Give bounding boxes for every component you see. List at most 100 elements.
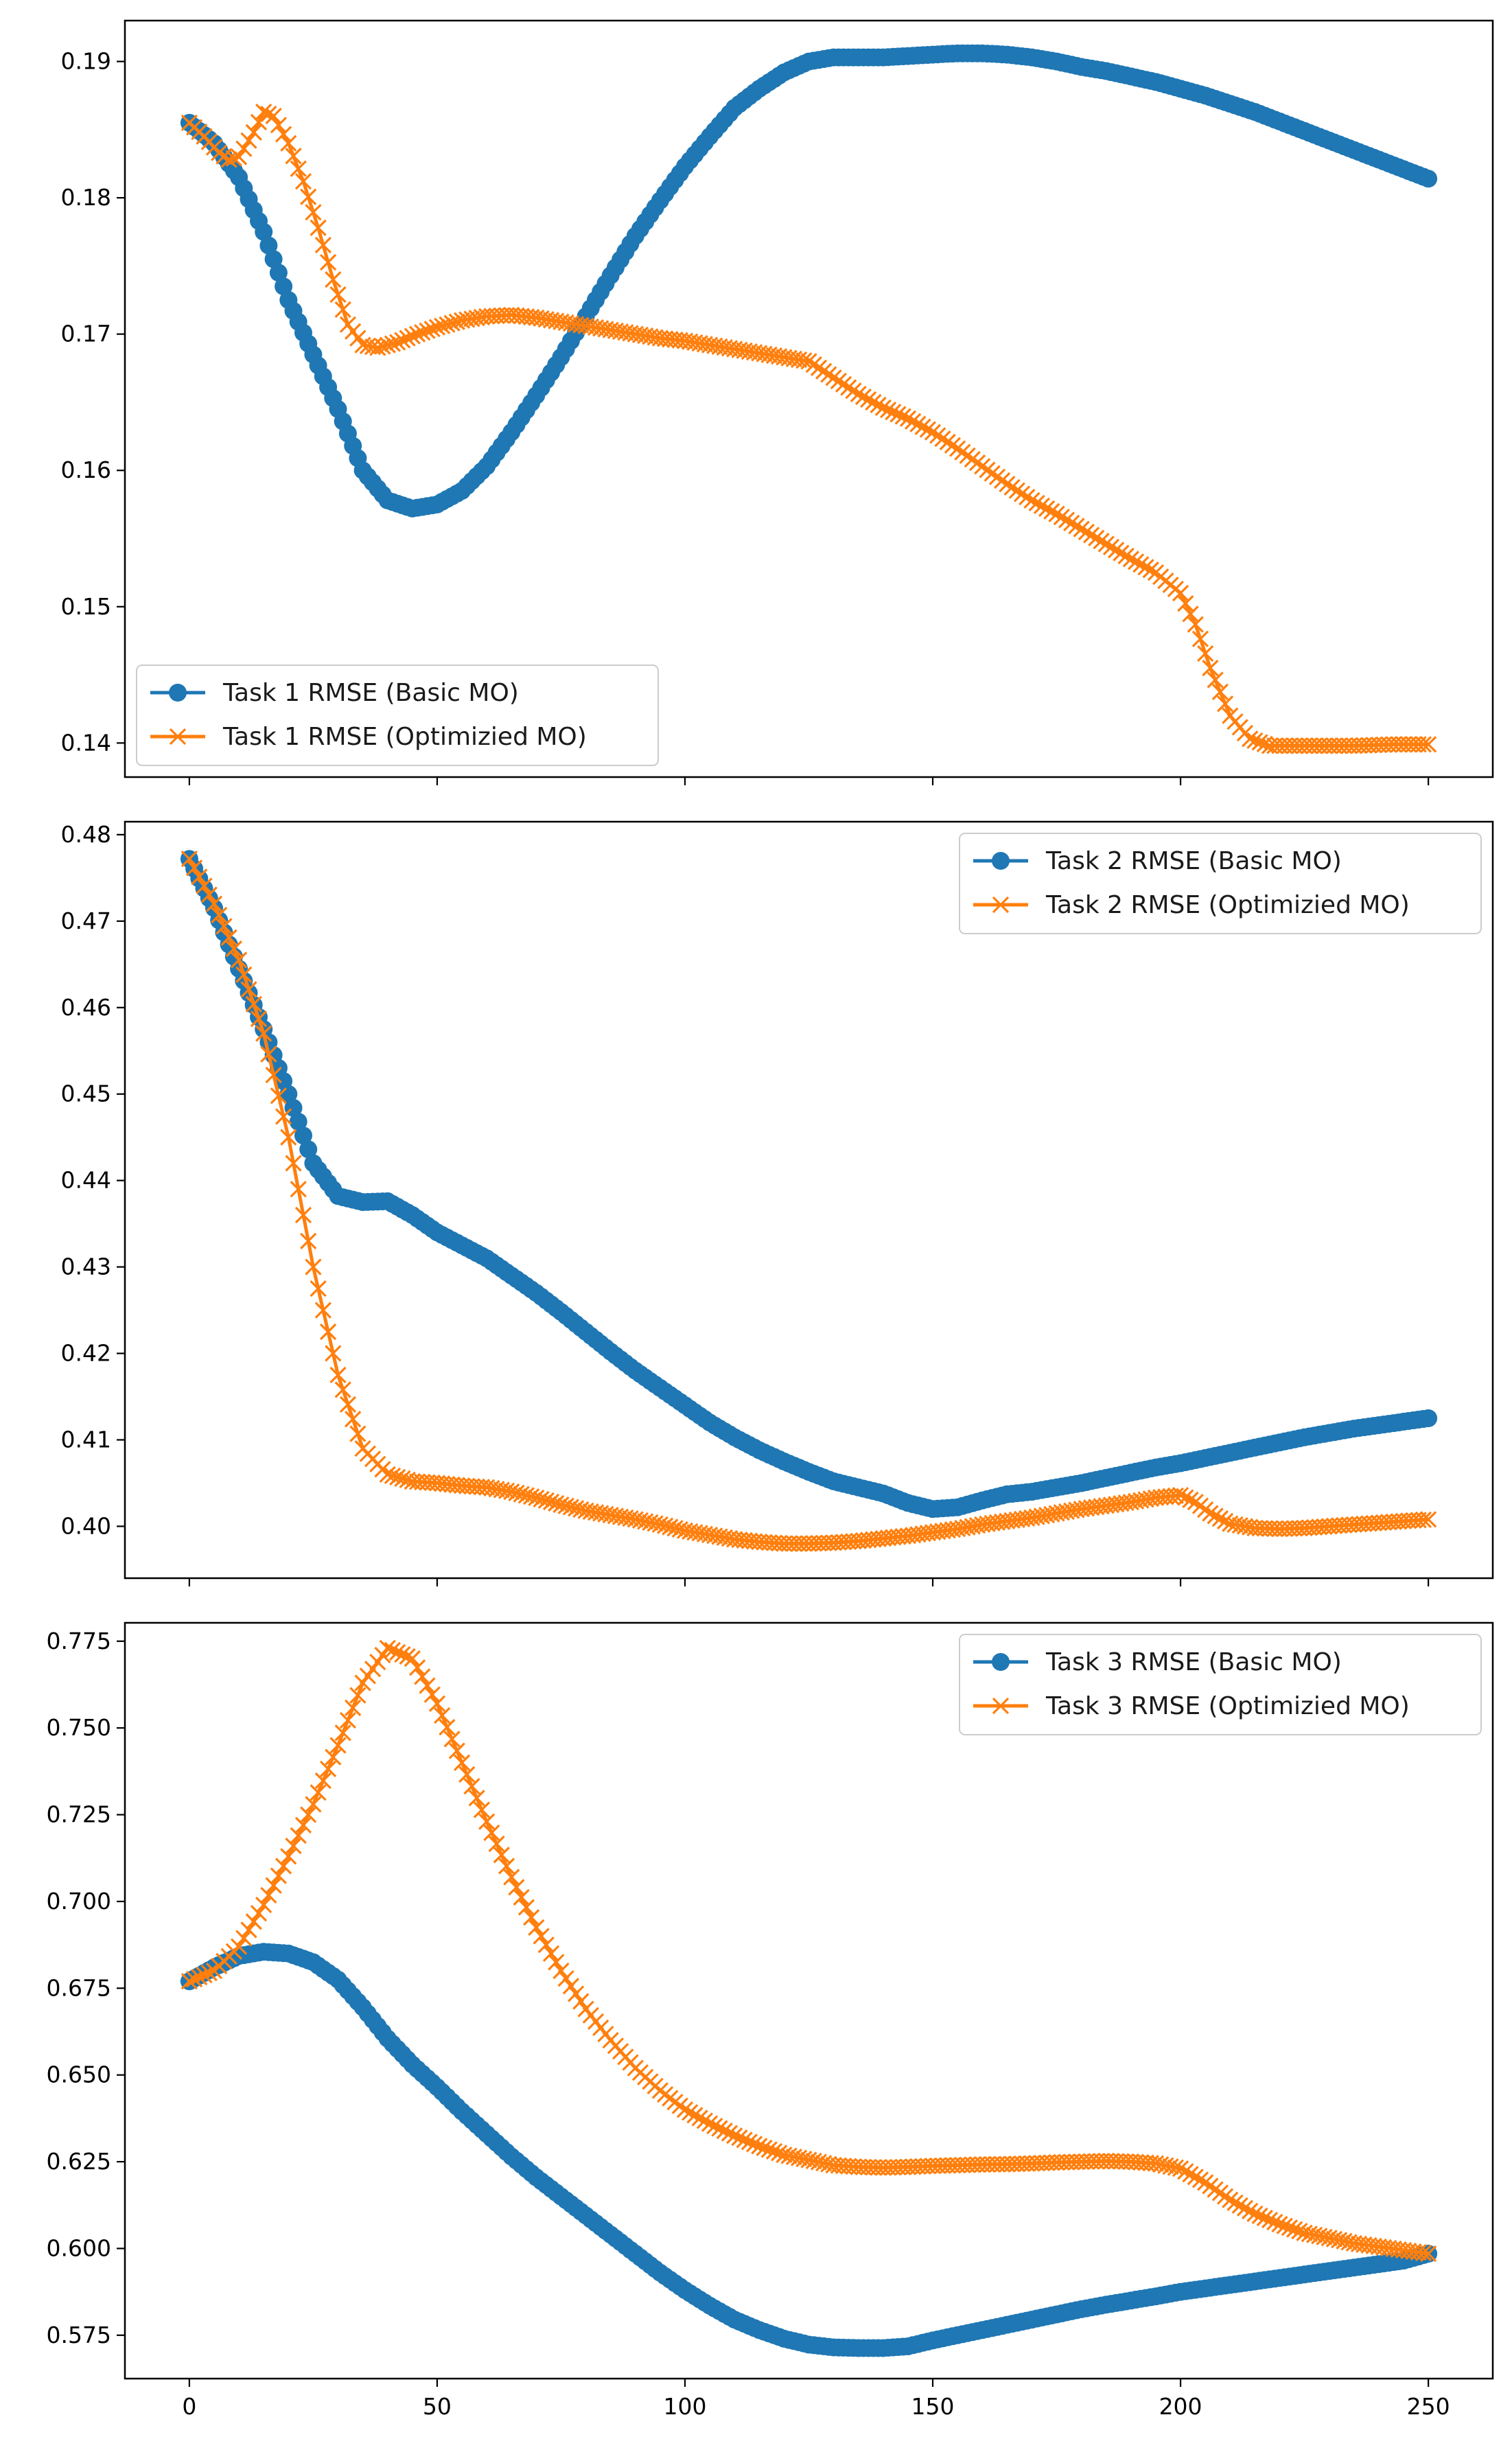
data-point (1419, 1511, 1437, 1528)
data-point (553, 1496, 570, 1514)
data-point (805, 2152, 822, 2170)
y-tick-label: 0.40 (61, 1512, 111, 1539)
data-point (830, 372, 847, 390)
data-point (453, 1754, 471, 1771)
data-point (310, 1280, 327, 1297)
data-point (270, 1867, 287, 1884)
data-point (682, 2104, 699, 2121)
data-point (622, 1510, 639, 1527)
data-point (334, 301, 351, 319)
data-point (1187, 616, 1204, 633)
data-point (285, 1837, 302, 1855)
data-point (463, 1777, 480, 1795)
data-point (914, 418, 931, 435)
legend-label: Task 1 RMSE (Optimizied MO) (222, 723, 587, 751)
data-point (434, 1707, 451, 1724)
data-point (235, 140, 253, 157)
data-point (305, 1258, 322, 1275)
data-point (1003, 478, 1021, 496)
data-point (211, 906, 228, 924)
data-point (290, 160, 307, 177)
data-point (870, 396, 887, 414)
data-point (795, 2150, 813, 2168)
data-point (255, 222, 273, 241)
y-tick-label: 0.650 (47, 2061, 111, 2088)
data-point (810, 2153, 828, 2171)
data-point (185, 859, 203, 877)
data-point (508, 1484, 525, 1501)
data-point (676, 1522, 694, 1539)
data-point (1316, 2228, 1333, 2245)
data-point (280, 1129, 297, 1146)
data-point (999, 475, 1016, 493)
data-point (1222, 1515, 1239, 1532)
data-point (637, 1513, 654, 1530)
data-point (771, 2145, 788, 2162)
data-point (850, 385, 867, 403)
data-point (944, 437, 962, 454)
data-point (548, 1494, 565, 1512)
data-point (220, 151, 237, 168)
data-point (602, 1506, 619, 1524)
data-point (250, 1010, 268, 1028)
data-point (582, 1503, 599, 1521)
y-tick-label: 0.775 (47, 1628, 111, 1654)
y-tick-label: 0.19 (61, 48, 111, 75)
data-point (567, 1985, 585, 2002)
data-point (394, 1470, 411, 1488)
data-point (1167, 2159, 1184, 2176)
data-point (508, 1879, 525, 1896)
data-point (408, 325, 426, 343)
data-point (1063, 1502, 1080, 1519)
data-point (1222, 2191, 1239, 2208)
data-point (389, 1468, 406, 1486)
data-point (225, 940, 242, 958)
data-point (716, 2122, 733, 2140)
data-point (280, 135, 297, 152)
data-point (374, 1646, 391, 1664)
data-point (736, 2131, 753, 2149)
data-point (1251, 734, 1268, 751)
subplot-3: 0.575 0.600 0.625 0.650 0.675 0.700 0.725 0.750… (47, 1621, 1494, 2420)
data-point (885, 404, 902, 421)
data-point (414, 1668, 431, 1685)
data-point (314, 1302, 332, 1319)
data-point (1251, 2207, 1268, 2225)
y-tick-label: 0.47 (61, 908, 111, 934)
data-point (1058, 1503, 1075, 1521)
data-point (642, 1514, 659, 1532)
data-point (379, 1466, 396, 1483)
data-point (1266, 2213, 1283, 2231)
data-point (557, 1497, 574, 1514)
data-point (1415, 1511, 1432, 1528)
data-point (1291, 2223, 1308, 2240)
data-point (1242, 730, 1259, 748)
data-point (1033, 497, 1051, 514)
data-point (305, 1796, 322, 1813)
data-point (334, 1381, 351, 1398)
data-point (1187, 2169, 1204, 2186)
data-point (269, 264, 288, 282)
data-point (1216, 1512, 1234, 1530)
data-point (1311, 2228, 1328, 2245)
data-point (592, 1505, 609, 1522)
data-point (275, 277, 293, 296)
data-point (805, 356, 822, 373)
data-point (1078, 523, 1095, 541)
data-point (255, 1025, 272, 1042)
data-point (314, 1772, 332, 1790)
data-point (513, 1888, 530, 1906)
data-point (443, 1731, 461, 1748)
data-point (181, 1973, 198, 1990)
data-point (572, 1501, 590, 1518)
data-point (1172, 584, 1189, 602)
data-point (1152, 2156, 1170, 2173)
data-point (696, 2112, 713, 2129)
data-point (334, 1724, 351, 1742)
data-point (760, 2141, 778, 2158)
data-point (894, 408, 911, 425)
data-point (369, 339, 386, 356)
data-point (1191, 630, 1209, 647)
data-point (939, 433, 956, 451)
data-point (1325, 2230, 1343, 2247)
